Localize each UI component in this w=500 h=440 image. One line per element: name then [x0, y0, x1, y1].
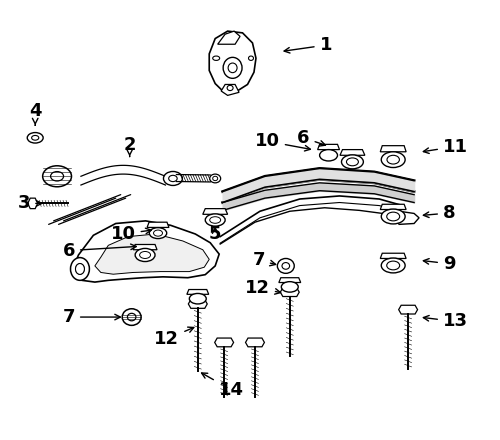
Ellipse shape: [282, 282, 298, 292]
Text: 7: 7: [252, 251, 276, 269]
Polygon shape: [380, 146, 406, 152]
Polygon shape: [380, 253, 406, 258]
Ellipse shape: [150, 227, 166, 238]
Text: 7: 7: [62, 308, 120, 326]
Text: 14: 14: [202, 373, 243, 399]
Polygon shape: [246, 338, 264, 347]
Ellipse shape: [320, 150, 338, 161]
Polygon shape: [221, 84, 239, 95]
Ellipse shape: [210, 217, 220, 223]
Text: 13: 13: [424, 312, 468, 330]
Text: 12: 12: [245, 279, 280, 297]
Ellipse shape: [190, 293, 206, 304]
Polygon shape: [218, 31, 240, 44]
Text: 9: 9: [424, 255, 456, 273]
Ellipse shape: [27, 132, 43, 143]
Ellipse shape: [382, 258, 405, 273]
Ellipse shape: [342, 155, 363, 169]
Polygon shape: [279, 278, 300, 282]
Ellipse shape: [212, 176, 218, 181]
Text: 2: 2: [124, 136, 136, 157]
Text: 12: 12: [154, 327, 194, 348]
Polygon shape: [95, 234, 209, 274]
Ellipse shape: [386, 212, 400, 221]
Ellipse shape: [50, 172, 64, 181]
Ellipse shape: [228, 63, 237, 73]
Ellipse shape: [76, 264, 84, 275]
Polygon shape: [209, 31, 256, 92]
Ellipse shape: [346, 158, 358, 166]
Ellipse shape: [227, 85, 233, 91]
Polygon shape: [203, 209, 228, 214]
Text: 5: 5: [209, 225, 222, 243]
Ellipse shape: [212, 56, 220, 60]
Ellipse shape: [140, 252, 150, 258]
Text: 1: 1: [284, 36, 332, 54]
Ellipse shape: [282, 263, 290, 269]
Polygon shape: [340, 150, 365, 155]
Text: 10: 10: [110, 225, 151, 243]
Ellipse shape: [32, 136, 39, 140]
Text: 3: 3: [18, 194, 42, 213]
Polygon shape: [214, 338, 234, 347]
Ellipse shape: [223, 57, 242, 78]
Polygon shape: [147, 222, 169, 227]
Ellipse shape: [248, 56, 254, 60]
Ellipse shape: [205, 214, 225, 226]
Ellipse shape: [168, 175, 177, 182]
Ellipse shape: [70, 257, 90, 280]
Polygon shape: [318, 144, 340, 150]
Polygon shape: [75, 221, 219, 282]
Ellipse shape: [122, 309, 141, 325]
Ellipse shape: [382, 152, 405, 168]
Text: 6: 6: [62, 242, 136, 260]
Ellipse shape: [76, 264, 84, 274]
Text: 8: 8: [424, 204, 456, 222]
Text: 4: 4: [29, 102, 42, 125]
Ellipse shape: [386, 261, 400, 270]
Polygon shape: [380, 204, 406, 209]
Polygon shape: [398, 305, 417, 314]
Polygon shape: [133, 245, 157, 250]
Ellipse shape: [278, 258, 294, 273]
Text: 10: 10: [255, 132, 310, 151]
Ellipse shape: [154, 230, 162, 236]
Polygon shape: [28, 198, 38, 209]
Polygon shape: [394, 211, 419, 224]
Text: 6: 6: [297, 129, 326, 147]
Ellipse shape: [164, 172, 182, 185]
Polygon shape: [187, 290, 208, 294]
Ellipse shape: [210, 174, 220, 183]
Ellipse shape: [382, 209, 405, 224]
Text: 11: 11: [424, 138, 468, 156]
Polygon shape: [280, 288, 299, 297]
Polygon shape: [188, 300, 207, 308]
Ellipse shape: [135, 249, 155, 261]
Ellipse shape: [42, 166, 71, 187]
Ellipse shape: [128, 313, 136, 321]
Ellipse shape: [387, 155, 400, 164]
